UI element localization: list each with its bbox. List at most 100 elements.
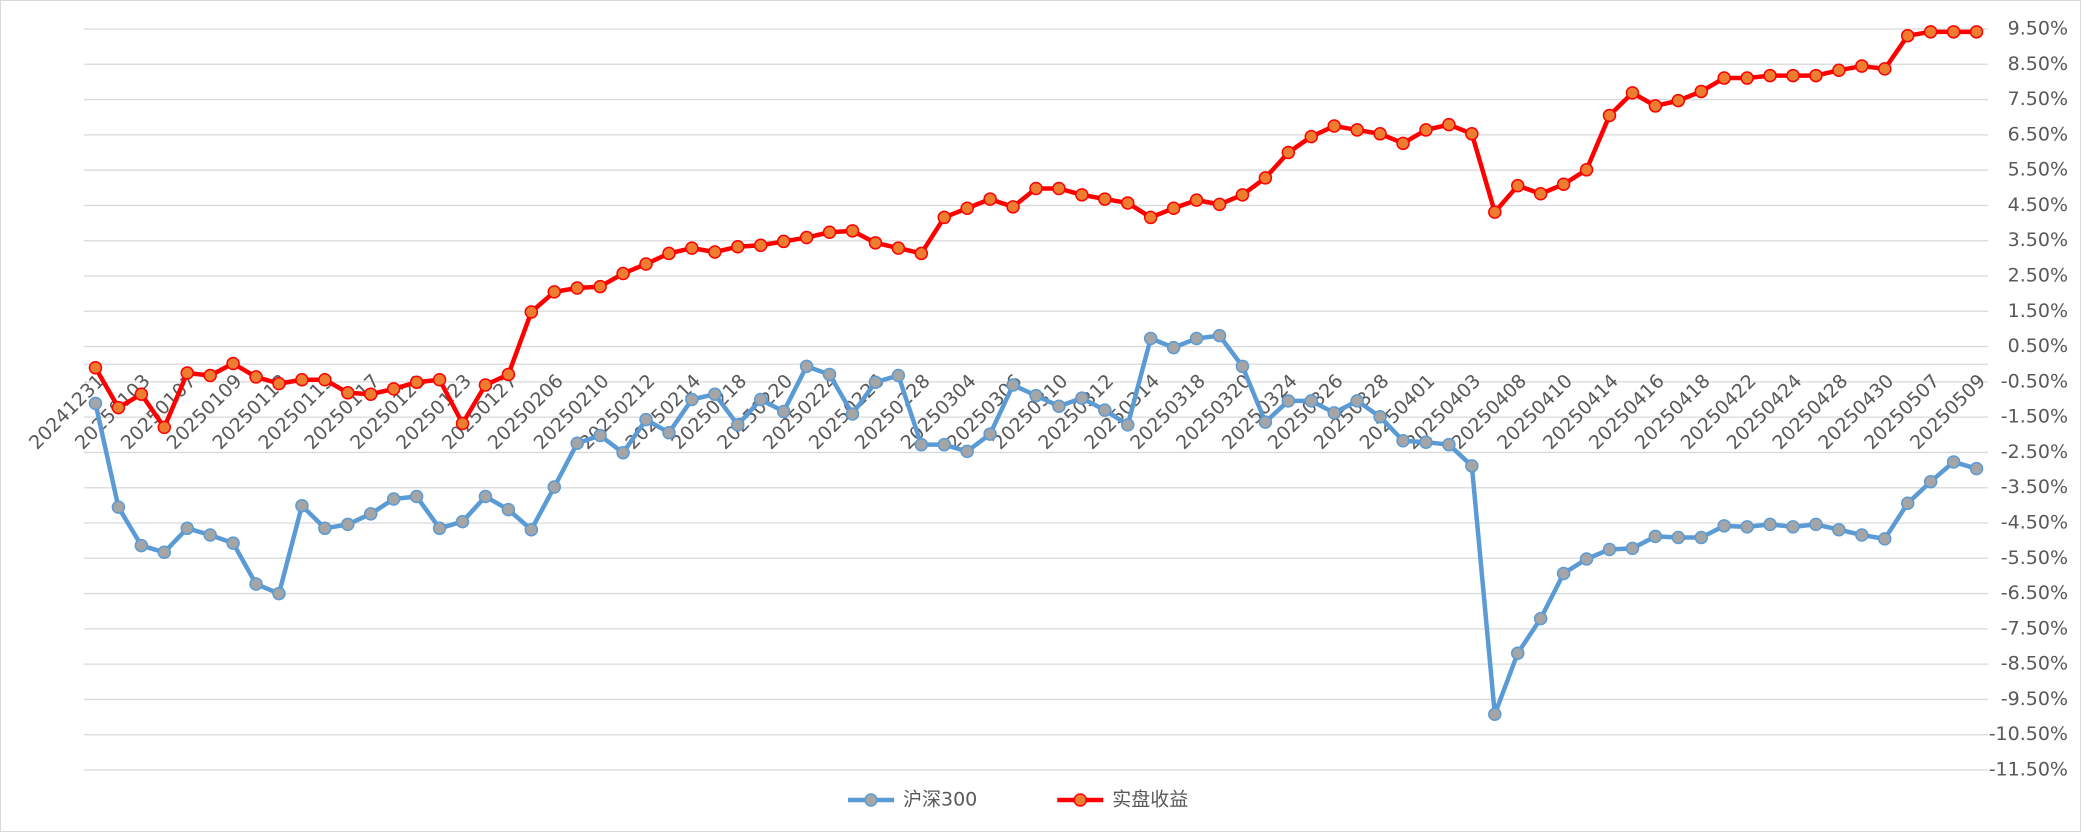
point — [432, 372, 447, 387]
point — [1763, 68, 1777, 83]
point — [1855, 528, 1869, 542]
point — [1281, 394, 1296, 408]
point — [1900, 496, 1915, 510]
point — [1006, 378, 1020, 392]
point — [180, 366, 194, 380]
point — [1556, 566, 1571, 581]
point — [1763, 517, 1777, 532]
point — [501, 502, 516, 517]
point — [1923, 474, 1938, 489]
point — [1900, 28, 1915, 43]
point — [1855, 59, 1869, 73]
point — [478, 489, 493, 504]
point — [1625, 541, 1640, 556]
legend-label: 实盘收益 — [1112, 789, 1188, 811]
point — [799, 230, 814, 245]
point — [1396, 136, 1410, 151]
point — [1052, 181, 1066, 196]
point — [845, 224, 860, 238]
legend-marker — [864, 793, 878, 807]
point — [1625, 86, 1640, 100]
point — [432, 521, 447, 536]
point — [1258, 415, 1273, 429]
point — [295, 372, 309, 387]
point — [731, 239, 745, 254]
point — [753, 238, 768, 253]
point — [409, 489, 424, 504]
point — [1809, 68, 1823, 83]
point — [708, 245, 722, 259]
point — [662, 246, 676, 261]
point — [1556, 177, 1571, 192]
point — [1740, 520, 1754, 534]
point — [157, 420, 172, 435]
y-tick-label: 3.50% — [2008, 229, 2068, 251]
point — [1235, 359, 1250, 374]
y-tick-label: -5.50% — [2001, 547, 2068, 569]
point — [1442, 117, 1456, 132]
point — [88, 360, 103, 375]
point — [1075, 391, 1089, 405]
point — [1510, 646, 1525, 660]
y-tick-label: -11.50% — [1989, 759, 2068, 781]
point — [914, 437, 929, 452]
y-tick-label: 0.50% — [2008, 335, 2068, 357]
point — [639, 412, 653, 427]
point — [386, 492, 401, 506]
point — [1694, 84, 1709, 99]
y-tick-label: 8.50% — [2008, 53, 2068, 75]
point — [547, 480, 562, 494]
point — [1717, 71, 1731, 85]
point — [1258, 171, 1273, 185]
point — [1350, 394, 1364, 408]
point — [1923, 25, 1938, 39]
point — [1121, 196, 1135, 210]
point — [501, 367, 516, 382]
point — [1143, 210, 1158, 225]
point — [88, 396, 103, 411]
point — [1946, 455, 1961, 469]
point — [318, 521, 332, 536]
point — [1488, 205, 1502, 219]
point — [409, 375, 424, 389]
point — [1442, 437, 1456, 452]
point — [524, 522, 539, 537]
point — [1786, 68, 1800, 83]
lines — [88, 25, 1984, 721]
point — [1602, 542, 1617, 557]
y-tick-label: 7.50% — [2008, 88, 2068, 110]
point — [776, 234, 791, 249]
point — [593, 279, 607, 294]
point — [1304, 129, 1319, 144]
point — [1510, 178, 1525, 193]
point — [1832, 522, 1846, 537]
point — [708, 387, 722, 401]
point — [1648, 99, 1663, 113]
point — [363, 387, 378, 401]
point — [1488, 707, 1502, 721]
point — [960, 444, 974, 459]
point — [1969, 25, 1984, 39]
point — [1189, 193, 1204, 207]
point — [616, 446, 630, 460]
y-tick-label: 6.50% — [2008, 123, 2068, 145]
point — [753, 392, 768, 407]
point — [1098, 403, 1112, 417]
point — [203, 368, 217, 383]
point — [455, 514, 470, 529]
point — [639, 257, 653, 271]
point — [1671, 530, 1686, 545]
point — [1212, 197, 1227, 212]
point — [1029, 388, 1043, 403]
point — [1396, 434, 1410, 448]
point — [937, 437, 951, 452]
point — [1419, 435, 1433, 449]
point — [868, 375, 883, 389]
point — [1832, 63, 1846, 78]
point — [1878, 62, 1892, 76]
point — [960, 201, 974, 216]
y-tick-label: 5.50% — [2008, 159, 2068, 181]
point — [1212, 328, 1227, 343]
y-tick-label: 2.50% — [2008, 265, 2068, 287]
point — [363, 507, 378, 521]
